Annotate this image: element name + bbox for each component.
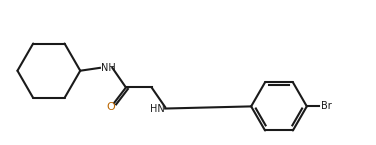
Text: Br: Br xyxy=(321,101,332,111)
Text: O: O xyxy=(106,102,115,112)
Text: HN: HN xyxy=(150,104,164,114)
Text: NH: NH xyxy=(101,63,115,73)
